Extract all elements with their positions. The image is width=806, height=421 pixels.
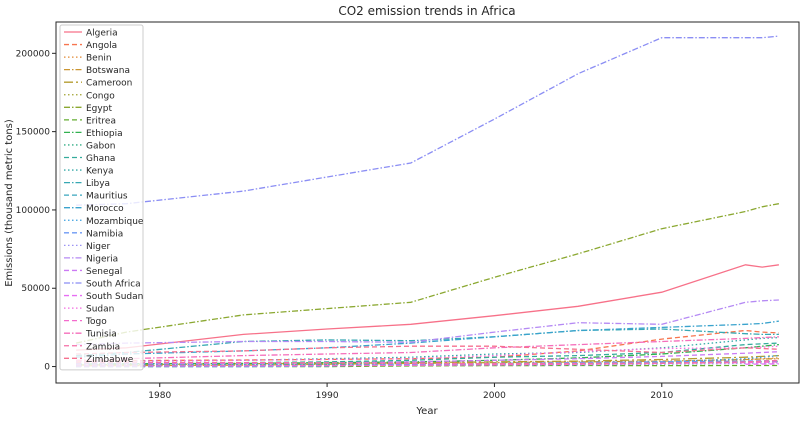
series-line-tunisia: [76, 336, 779, 361]
legend-label: Mozambique: [86, 217, 144, 227]
legend-label: South Sudan: [86, 292, 143, 302]
series-line-mozambique: [76, 354, 779, 366]
y-tick-label: 200000: [16, 49, 51, 59]
legend-label: Namibia: [86, 229, 123, 239]
series-line-sudan: [76, 345, 779, 363]
y-tick-label: 50000: [21, 284, 50, 294]
legend-label: Libya: [86, 179, 110, 189]
x-tick-label: 2000: [483, 391, 506, 401]
legend-label: Nigeria: [86, 254, 118, 264]
legend-label: Egypt: [86, 104, 112, 114]
legend-label: Cameroon: [86, 79, 132, 89]
legend-label: Kenya: [86, 167, 114, 177]
chart-title: CO2 emission trends in Africa: [338, 4, 515, 18]
x-axis-label: Year: [415, 406, 438, 417]
legend-label: Sudan: [86, 305, 114, 315]
legend-label: Ghana: [86, 154, 115, 164]
legend-label: Benin: [86, 54, 112, 64]
y-tick-label: 100000: [16, 206, 51, 216]
series-lines: [75, 35, 780, 368]
legend-label: Eritrea: [86, 116, 116, 126]
series-line-zimbabwe: [76, 345, 779, 355]
legend-label: Angola: [86, 41, 117, 51]
legend-label: South Africa: [86, 280, 141, 290]
legend-label: Mauritius: [86, 192, 128, 202]
series-line-algeria: [76, 264, 779, 351]
legend-label: Gabon: [86, 141, 115, 151]
legend-label: Niger: [86, 242, 110, 252]
x-tick-label: 1990: [316, 391, 339, 401]
x-tick-label: 2010: [650, 391, 673, 401]
legend-label: Congo: [86, 91, 115, 101]
legend-label: Togo: [85, 317, 107, 327]
series-line-zambia: [76, 359, 779, 365]
axis-ticks: 1980 1990 2000 2010 0 50000 100000 150000 200000: [16, 49, 674, 401]
y-axis-label: Emissions (thousand metric tons): [4, 119, 15, 287]
legend-label: Senegal: [86, 267, 122, 277]
y-tick-label: 150000: [16, 128, 51, 138]
series-line-south-africa: [76, 35, 779, 206]
series-line-nigeria: [76, 299, 779, 346]
plot-area-frame: [55, 21, 800, 384]
legend-label: Zambia: [86, 342, 120, 352]
series-line-cameroon: [76, 354, 779, 366]
legend-label: Morocco: [86, 204, 124, 214]
legend-label: Ethiopia: [86, 129, 123, 139]
legend: Algeria Angola Benin Botswana Cameroon Congo E…: [59, 24, 144, 371]
series-line-senegal: [76, 351, 779, 365]
legend-label: Zimbabwe: [86, 355, 134, 365]
series-line-togo: [76, 361, 779, 367]
legend-label: Botswana: [86, 66, 130, 76]
x-tick-label: 1980: [148, 391, 171, 401]
legend-label: Algeria: [86, 29, 118, 39]
y-tick-label: 0: [44, 363, 50, 373]
legend-label: Tunisia: [85, 330, 117, 340]
series-line-egypt: [75, 203, 780, 344]
